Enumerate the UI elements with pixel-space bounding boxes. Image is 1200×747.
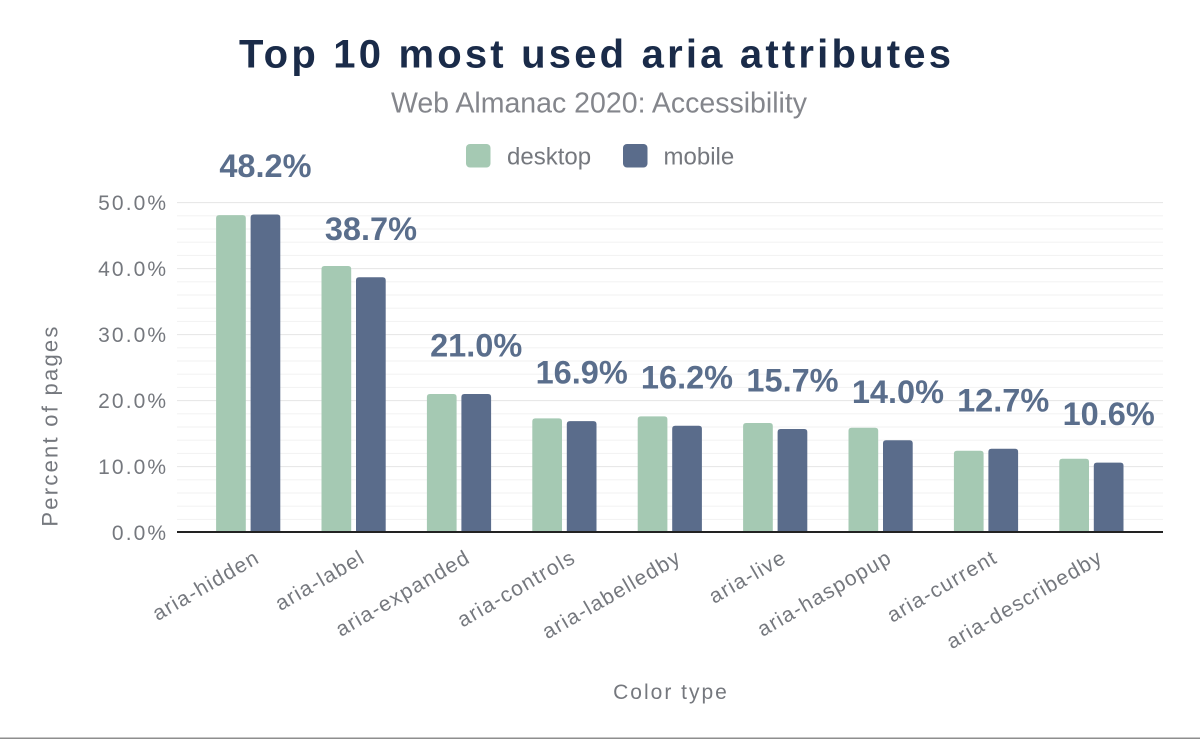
svg-text:Percent of pages: Percent of pages: [38, 324, 63, 526]
svg-text:40.0%: 40.0%: [98, 258, 168, 281]
svg-text:20.0%: 20.0%: [98, 390, 168, 413]
svg-text:38.7%: 38.7%: [325, 211, 417, 247]
svg-text:mobile: mobile: [664, 144, 735, 171]
svg-text:16.9%: 16.9%: [536, 355, 628, 391]
svg-text:desktop: desktop: [507, 144, 591, 171]
svg-text:50.0%: 50.0%: [98, 192, 168, 215]
svg-text:14.0%: 14.0%: [852, 374, 944, 410]
svg-text:Color type: Color type: [613, 681, 729, 704]
svg-text:10.0%: 10.0%: [98, 456, 168, 479]
svg-text:30.0%: 30.0%: [98, 324, 168, 347]
svg-text:15.7%: 15.7%: [746, 363, 838, 399]
svg-text:16.2%: 16.2%: [641, 359, 733, 395]
svg-text:Web Almanac 2020: Accessibilit: Web Almanac 2020: Accessibility: [391, 88, 808, 120]
svg-text:0.0%: 0.0%: [112, 522, 168, 545]
svg-text:12.7%: 12.7%: [957, 382, 1049, 418]
svg-text:10.6%: 10.6%: [1063, 396, 1155, 432]
svg-text:Top 10 most used aria attribut: Top 10 most used aria attributes: [239, 33, 954, 77]
svg-text:21.0%: 21.0%: [430, 328, 522, 364]
svg-text:48.2%: 48.2%: [219, 148, 311, 184]
